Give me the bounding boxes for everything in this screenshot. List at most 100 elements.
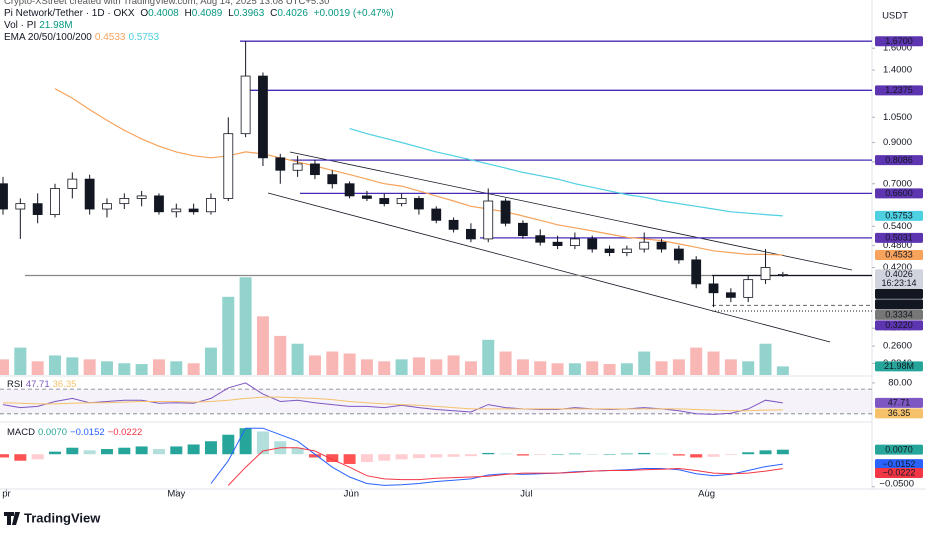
macd-histogram-bar (638, 452, 651, 455)
macd-line (227, 447, 783, 486)
price-badge-label: 0.4000 (885, 289, 913, 299)
candle-body (119, 198, 130, 205)
macd-histogram-bar (100, 449, 113, 455)
volume-bar (655, 361, 668, 375)
x-tick-label: May (167, 489, 185, 500)
price-badge-label: 0.5031 (885, 233, 913, 243)
volume-bar (48, 355, 61, 375)
macd-histogram-bar (360, 454, 373, 463)
y-tick-label: 0.4800 (883, 240, 912, 251)
macd-histogram-bar (239, 428, 252, 455)
change: +0.0019 (+0.47%) (313, 8, 394, 19)
channel-bottom (267, 192, 831, 343)
macd-histogram-bar (724, 454, 737, 455)
candle-body (656, 241, 667, 250)
candle-body (569, 238, 580, 246)
symbol: Pi Network/Tether · 1D · OKX (4, 8, 135, 19)
candle-body (102, 203, 112, 210)
rsi-line (2, 382, 783, 415)
legend-item: 36.35 (53, 379, 77, 390)
macd-histogram-bar (707, 454, 720, 457)
macd-histogram-bar (534, 454, 547, 455)
price-badge-label: 0.5753 (885, 211, 913, 221)
macd-histogram-bar (291, 447, 304, 455)
macd-histogram-bar (551, 454, 564, 455)
candle-body (639, 241, 650, 250)
volume-bar (724, 359, 737, 375)
candle-body (67, 178, 78, 189)
ohlc-value: 0.3963 (233, 8, 265, 19)
candle-body (604, 248, 615, 253)
y-tick-label: 1.6000 (883, 43, 912, 54)
legend-item: 47.71 (26, 379, 50, 390)
price-badge-label: 0.4533 (885, 250, 913, 260)
volume-bar (690, 347, 703, 375)
price-badge (875, 361, 923, 372)
ohlc-prefix: C (270, 8, 278, 19)
x-tick-label: pr (2, 489, 10, 500)
candle-body (240, 75, 251, 135)
macd-histogram-bar (256, 431, 269, 455)
price-badge (875, 36, 923, 47)
candle-body (777, 274, 788, 276)
volume-bar (742, 361, 755, 375)
volume-bar (638, 351, 651, 375)
ohlc-prefix: H (184, 8, 192, 19)
price-badge-label: 36.35 (888, 408, 911, 418)
macd-histogram-bar (0, 454, 9, 458)
candle-body (708, 283, 719, 294)
macd-histogram-bar (14, 454, 27, 461)
price-badge (875, 232, 923, 243)
macd-histogram-bar (482, 452, 495, 455)
macd-histogram-bar (187, 444, 200, 455)
volume-bar (620, 363, 633, 375)
macd-histogram-bar (672, 454, 685, 456)
macd-histogram-bar (568, 453, 581, 455)
macd-histogram-bar (742, 452, 755, 455)
candle-body (466, 228, 476, 240)
candle-body (223, 133, 234, 199)
ema-value: 0.4533 (94, 32, 126, 43)
macd-histogram-bar (222, 434, 235, 455)
watermark: Crypto-XStreet created with TradingView.… (4, 0, 330, 7)
logo: TradingView (4, 510, 101, 525)
rsi-legend: RSI 47.71 36.35 (7, 379, 76, 390)
rsi-line (2, 396, 783, 412)
candle-body (691, 259, 702, 285)
volume-bar (291, 343, 304, 375)
volume-bar (66, 357, 79, 375)
macd-histogram-bar (343, 454, 356, 464)
candle-body (275, 157, 286, 171)
candle-body (396, 198, 407, 205)
volume-bar (326, 351, 339, 375)
candle-body (136, 195, 147, 199)
layers: 1.60001.40001.05000.90000.80000.70000.54… (0, 36, 923, 500)
macd-histogram-bar (655, 453, 668, 455)
price-badge-label: 0.8086 (885, 155, 913, 165)
y-tick-label: 1.4000 (883, 65, 912, 76)
candle-body (448, 219, 459, 230)
volume-bar (430, 359, 443, 375)
price-badge-label: −0.0152 (883, 459, 916, 469)
ema-legend: EMA 20/50/100/200 0.4533 0.5753 (4, 32, 397, 44)
candle-body (310, 163, 320, 176)
volume-bar (447, 355, 460, 375)
volume-bar (14, 347, 27, 375)
candle-body (344, 183, 355, 197)
price-badge (875, 468, 923, 478)
macd-histogram-bar (464, 454, 477, 457)
price-badge (875, 249, 923, 260)
macd-histogram-bar (447, 454, 460, 457)
price-badge-label: 0.6600 (885, 188, 913, 198)
macd-histogram-bar (152, 449, 165, 455)
price-badge (875, 309, 923, 320)
volume-bar (707, 351, 720, 375)
volume-bar (378, 361, 391, 375)
symbol-row: Pi Network/Tether · 1D · OKX O0.4008 H0.… (4, 8, 397, 20)
logo-text: TradingView (24, 510, 101, 525)
price-badge (875, 408, 923, 419)
macd-legend: MACD 0.0070 −0.0152 −0.0222 (7, 427, 142, 438)
candle-body (483, 200, 494, 240)
candle-body (431, 208, 442, 221)
ohlc-prefix: O (140, 8, 149, 19)
